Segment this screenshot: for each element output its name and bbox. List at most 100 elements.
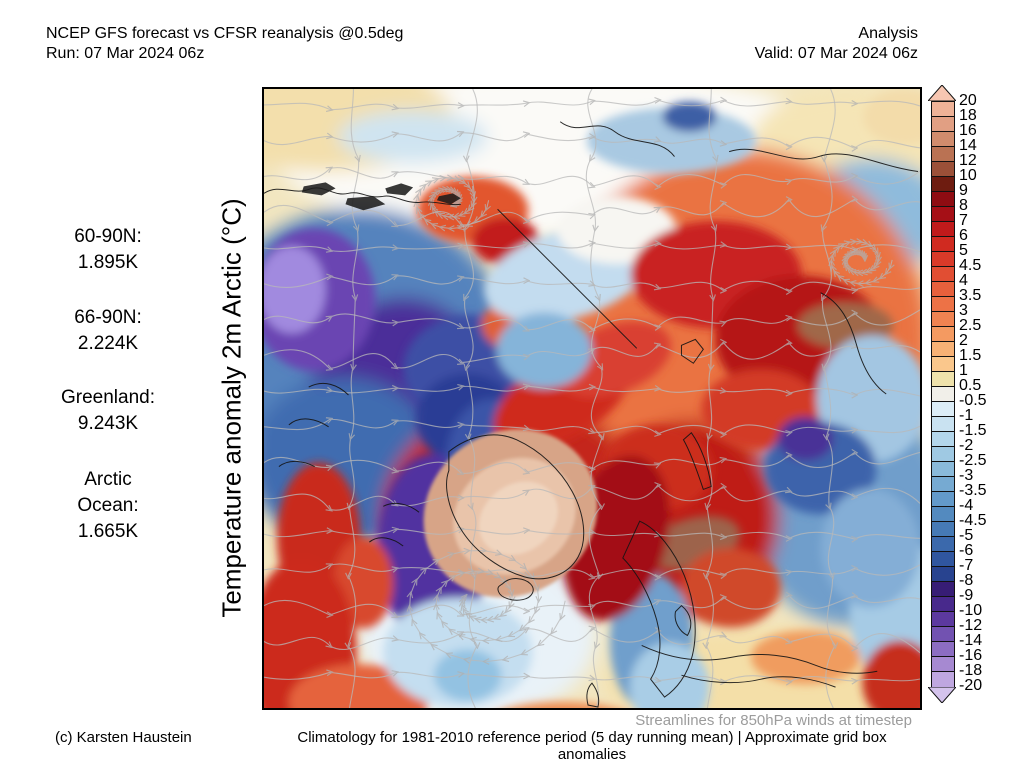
colorbar-tick-label: 8 xyxy=(959,197,968,214)
colorbar-cell xyxy=(932,612,954,627)
colorbar-tick-label: -16 xyxy=(959,647,983,664)
colorbar-tick-label: -4 xyxy=(959,497,974,514)
colorbar-cell xyxy=(932,582,954,597)
colorbar-cell xyxy=(932,552,954,567)
colorbar-cell xyxy=(932,237,954,252)
colorbar-cell xyxy=(932,417,954,432)
colorbar-arrow-down xyxy=(928,687,956,703)
colorbar-tick-label: 20 xyxy=(959,92,977,109)
colorbar-cell xyxy=(932,207,954,222)
arctic-map-graphic xyxy=(264,89,920,708)
colorbar-cell xyxy=(932,117,954,132)
model-title: NCEP GFS forecast vs CFSR reanalysis @0.… xyxy=(46,25,404,42)
colorbar-tick-label: -9 xyxy=(959,587,974,604)
colorbar-tick-label: -2.5 xyxy=(959,452,987,469)
colorbar-tick-label: -8 xyxy=(959,572,974,589)
colorbar-tick-label: 0.5 xyxy=(959,377,982,394)
header-left: NCEP GFS forecast vs CFSR reanalysis @0.… xyxy=(46,24,403,64)
colorbar-tick-label: -1.5 xyxy=(959,422,987,439)
colorbar-tick-label: -3 xyxy=(959,467,974,484)
header-right: Analysis Valid: 07 Mar 2024 06z xyxy=(755,24,918,64)
colorbar-tick-label: 7 xyxy=(959,212,968,229)
colorbar-cell xyxy=(932,597,954,612)
colorbar-tick-label: 1 xyxy=(959,362,968,379)
colorbar-tick-label: 16 xyxy=(959,122,977,139)
colorbar-cell xyxy=(932,342,954,357)
colorbar-tick-label: 6 xyxy=(959,227,968,244)
colorbar-cell xyxy=(932,657,954,672)
colorbar-tick-label: -12 xyxy=(959,617,983,634)
colorbar-cell xyxy=(932,282,954,297)
colorbar-cell xyxy=(932,477,954,492)
colorbar-cell xyxy=(932,507,954,522)
colorbar-cell xyxy=(932,492,954,507)
colorbar-cell xyxy=(932,312,954,327)
colorbar-tick-label: 3 xyxy=(959,302,968,319)
colorbar-cell xyxy=(932,672,954,687)
colorbar-cell xyxy=(932,462,954,477)
colorbar-cell xyxy=(932,627,954,642)
stat-label: 66-90N: xyxy=(74,307,142,328)
colorbar-tick-label: 2.5 xyxy=(959,317,982,334)
colorbar-tick-label: -2 xyxy=(959,437,974,454)
colorbar-cell xyxy=(932,387,954,402)
streamlines-note: Streamlines for 850hPa winds at timestep xyxy=(635,712,912,729)
colorbar-tick-label: 1.5 xyxy=(959,347,982,364)
colorbar-cell xyxy=(932,252,954,267)
colorbar-tick-label: -1 xyxy=(959,407,974,424)
colorbar-tick-label: 9 xyxy=(959,182,968,199)
colorbar-tick-label: -20 xyxy=(959,677,983,694)
stat-66-90n: 66-90N: 2.224K xyxy=(52,305,164,357)
colorbar-cell xyxy=(932,192,954,207)
colorbar-cell xyxy=(932,132,954,147)
colorbar-tick-label: 2 xyxy=(959,332,968,349)
colorbar-tick-label: -6 xyxy=(959,542,974,559)
colorbar-cell xyxy=(932,537,954,552)
colorbar-cell xyxy=(932,522,954,537)
colorbar-cell xyxy=(932,432,954,447)
valid-time: Valid: 07 Mar 2024 06z xyxy=(754,45,918,62)
colorbar-tick-label: 3.5 xyxy=(959,287,982,304)
coastlines xyxy=(264,121,919,708)
stat-arctic-ocean: Arctic Ocean: 1.665K xyxy=(52,467,164,545)
colorbar-cell xyxy=(932,327,954,342)
colorbar-arrow-up xyxy=(928,85,956,101)
colorbar-cell xyxy=(932,447,954,462)
stat-value: 1.895K xyxy=(77,252,139,273)
colorbar-tick-label: 4 xyxy=(959,272,968,289)
colorbar-tick-label: -3.5 xyxy=(959,482,987,499)
colorbar-cell xyxy=(932,297,954,312)
stat-value: 9.243K xyxy=(77,413,139,434)
colorbar-cells xyxy=(931,101,955,688)
step-label: Analysis xyxy=(858,25,918,42)
climatology-text: Climatology for 1981-2010 reference peri… xyxy=(297,729,887,763)
stat-value: 2.224K xyxy=(77,333,139,354)
stat-value: 1.665K xyxy=(77,521,139,542)
stat-label: Greenland: xyxy=(60,387,155,408)
stat-60-90n: 60-90N: 1.895K xyxy=(52,224,164,276)
colorbar-cell xyxy=(932,402,954,417)
colorbar-cell xyxy=(932,567,954,582)
colorbar-tick-label: -14 xyxy=(959,632,983,649)
colorbar-cell xyxy=(932,102,954,117)
colorbar-cell xyxy=(932,642,954,657)
run-time: Run: 07 Mar 2024 06z xyxy=(46,45,205,62)
colorbar-tick-label: -18 xyxy=(959,662,983,679)
anomaly-map xyxy=(262,87,922,710)
colorbar-tick-label: 5 xyxy=(959,242,968,259)
colorbar-cell xyxy=(932,177,954,192)
colorbar-tick-label: -5 xyxy=(959,527,974,544)
meridian-line xyxy=(497,208,638,349)
colorbar-cell xyxy=(932,147,954,162)
credit-text: (c) Karsten Haustein xyxy=(55,729,192,746)
colorbar-tick-label: -7 xyxy=(959,557,974,574)
colorbar-tick-label: 10 xyxy=(959,167,977,184)
colorbar-cell xyxy=(932,222,954,237)
colorbar-cell xyxy=(932,162,954,177)
stat-label: Arctic Ocean: xyxy=(77,469,139,516)
colorbar-tick-label: -10 xyxy=(959,602,983,619)
stat-label: 60-90N: xyxy=(74,226,142,247)
colorbar-cell xyxy=(932,357,954,372)
colorbar-cell xyxy=(932,372,954,387)
colorbar-tick-label: 4.5 xyxy=(959,257,982,274)
